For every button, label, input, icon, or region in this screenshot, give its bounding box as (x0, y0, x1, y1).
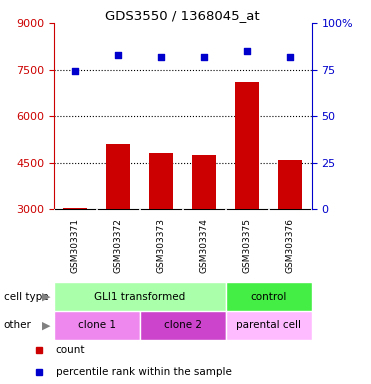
Point (158, 53, 164, 60)
Bar (226, 311, 312, 340)
Bar (106, 144, 130, 209)
Point (115, 51, 121, 58)
Point (201, 53, 207, 60)
Text: GSM303371: GSM303371 (71, 218, 80, 273)
Text: GSM303375: GSM303375 (243, 218, 252, 273)
Bar (54, 311, 140, 340)
Bar (54, 282, 226, 311)
Text: percentile rank within the sample: percentile rank within the sample (56, 367, 232, 377)
Text: GLI1 transformed: GLI1 transformed (94, 291, 186, 302)
Text: GSM303372: GSM303372 (114, 218, 123, 273)
Bar (226, 282, 312, 311)
Text: cell type: cell type (4, 291, 48, 302)
Text: GSM303373: GSM303373 (157, 218, 166, 273)
Text: clone 1: clone 1 (78, 320, 116, 331)
Text: other: other (4, 320, 32, 331)
Point (72, 68, 78, 74)
Bar (140, 311, 226, 340)
Text: count: count (56, 345, 85, 355)
Text: clone 2: clone 2 (164, 320, 202, 331)
Title: GDS3550 / 1368045_at: GDS3550 / 1368045_at (105, 9, 260, 22)
Bar (278, 160, 302, 209)
Text: GSM303376: GSM303376 (286, 218, 295, 273)
Text: control: control (250, 291, 287, 302)
Bar (150, 154, 173, 209)
Bar (235, 82, 259, 209)
Text: ▶: ▶ (42, 320, 50, 331)
Bar (63, 208, 87, 209)
Text: GSM303374: GSM303374 (200, 218, 209, 273)
Text: parental cell: parental cell (236, 320, 301, 331)
Text: ▶: ▶ (42, 291, 50, 302)
Point (287, 53, 293, 60)
Point (244, 48, 250, 54)
Bar (193, 155, 216, 209)
